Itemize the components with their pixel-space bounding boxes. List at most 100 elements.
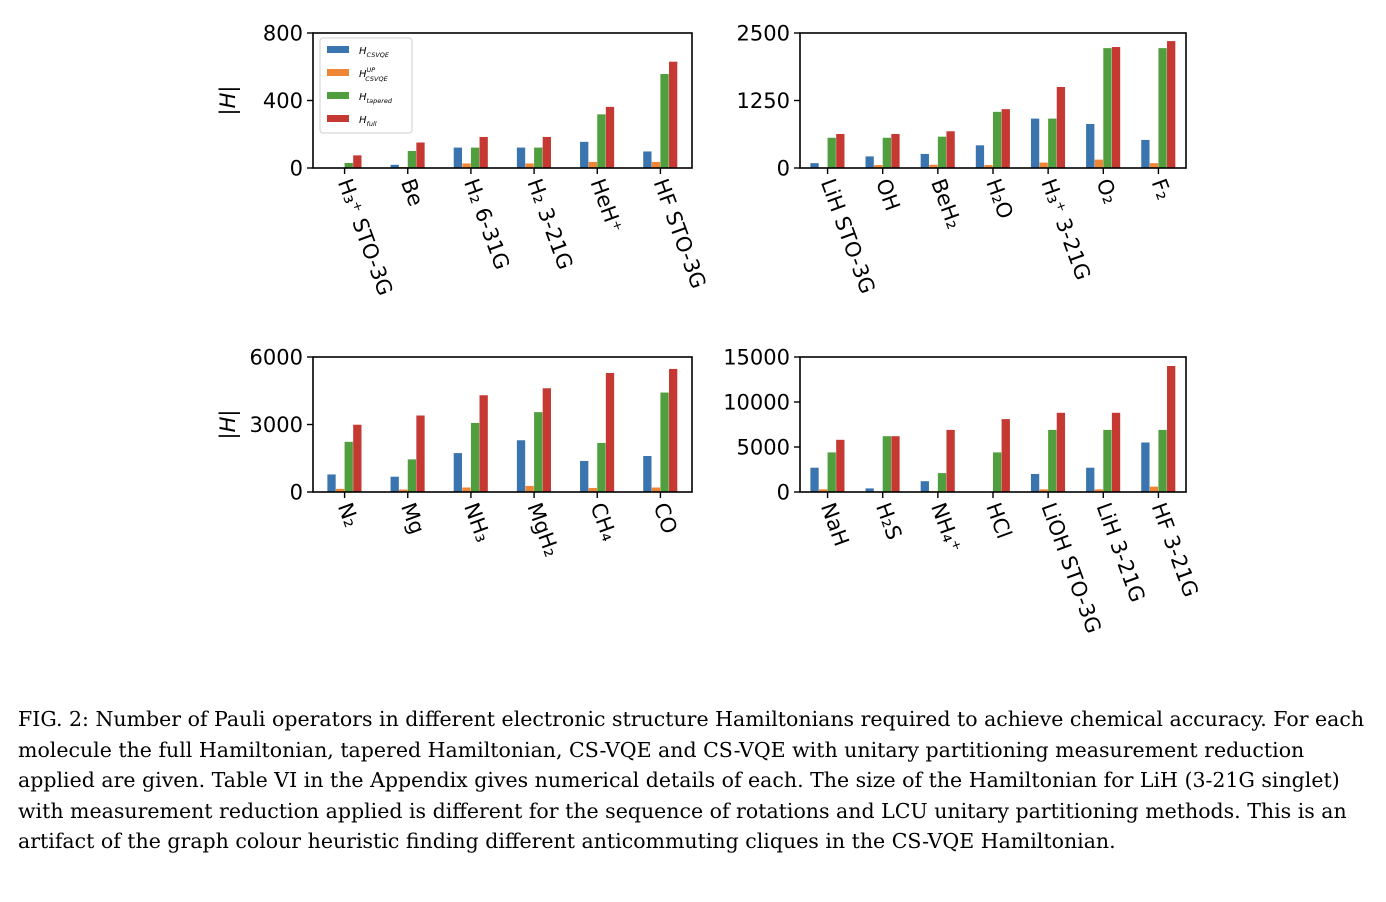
x-tick-label: HeH⁺ [586, 176, 628, 236]
x-tick-label: HF 3-21G [1147, 500, 1203, 601]
bar-csvqe_up [1094, 159, 1103, 168]
bar-tapered [597, 114, 606, 168]
bar-tapered [1048, 429, 1057, 492]
y-axis-label: |H| [216, 86, 241, 116]
legend: HCSVQE HUP CSVQE Htapered Hfull [319, 37, 413, 134]
bar-full [1167, 366, 1176, 492]
bar-csvqe [643, 456, 652, 492]
bar-tapered [407, 150, 417, 168]
x-tick-label: O₂ [1092, 176, 1123, 208]
x-tick-label: CH₄ [586, 500, 622, 545]
x-tick-label: Be [396, 176, 428, 210]
y-tick-label: 0 [290, 157, 303, 181]
bar-full [946, 131, 955, 168]
bar-full [1056, 412, 1066, 492]
bar-csvqe [920, 153, 929, 168]
bar-full [1056, 87, 1066, 168]
bar-full [946, 429, 955, 492]
x-tick-label: NH₄⁺ [926, 500, 966, 556]
x-tick-label: NaH [816, 500, 854, 550]
bar-tapered [937, 136, 947, 168]
bar-full [479, 395, 488, 492]
legend-swatch-full [327, 115, 349, 122]
bar-csvqe_up [462, 163, 471, 168]
bar-tapered [534, 147, 543, 168]
x-tick-label: Mg [396, 500, 429, 538]
bar-csvqe_up [1094, 489, 1103, 492]
bar-csvqe_up [818, 489, 828, 492]
bar-csvqe_up [1039, 489, 1048, 492]
legend-box [319, 37, 413, 134]
bar-full [416, 142, 425, 168]
bar-tapered [1048, 118, 1057, 168]
figure-caption: FIG. 2: Number of Pauli operators in dif… [18, 707, 1365, 853]
bar-tapered [993, 111, 1002, 168]
bar-full [353, 424, 362, 492]
bar-tapered [344, 162, 353, 168]
bar-full [605, 106, 615, 168]
bar-csvqe [516, 147, 526, 168]
bar-full [542, 388, 551, 492]
bar-full [353, 155, 362, 168]
bar-csvqe_up [525, 485, 534, 492]
bar-csvqe_up [335, 488, 345, 492]
bar-tapered [344, 441, 353, 492]
y-tick-label: 15000 [723, 346, 790, 370]
legend-swatch-csvqe_up [327, 69, 349, 76]
bar-csvqe [580, 141, 589, 168]
bar-full [669, 368, 678, 492]
bar-csvqe_up [525, 163, 534, 168]
bar-full [836, 439, 845, 492]
bar-csvqe_up [651, 161, 661, 168]
legend-label-tapered: Htapered [359, 92, 393, 105]
x-tick-label: N₂ [333, 500, 364, 531]
chart-panel-3: 0 3000 6000 N₂ Mg NH₃ MgH₂ CH₄ CO |H| [216, 346, 693, 561]
bar-csvqe [810, 467, 819, 492]
bar-csvqe [975, 145, 985, 168]
bar-csvqe_up [462, 487, 471, 492]
bar-csvqe [1141, 442, 1150, 492]
x-tick-label: LiH STO-3G [816, 176, 880, 297]
bar-full [1001, 109, 1010, 168]
x-tick-label: F₂ [1147, 176, 1177, 203]
x-tick-label: NH₃ [459, 500, 495, 546]
legend-label-csvqe: HCSVQE [359, 46, 390, 59]
bar-csvqe [1030, 118, 1040, 168]
x-tick-label: LiH 3-21G [1092, 500, 1150, 606]
bar-tapered [470, 422, 480, 492]
y-tick-label: 6000 [250, 346, 303, 370]
bar-csvqe [580, 460, 589, 492]
bar-csvqe_up [1149, 486, 1159, 492]
plot-frame [312, 356, 693, 493]
x-tick-label: H₃⁺ 3-21G [1036, 176, 1095, 284]
bar-tapered [882, 436, 892, 492]
bar-csvqe [390, 164, 399, 168]
bar-tapered [407, 459, 417, 493]
bar-csvqe_up [874, 165, 883, 168]
bar-tapered [660, 392, 669, 492]
bar-csvqe_up [399, 489, 408, 492]
bar-csvqe [1030, 474, 1040, 492]
bar-csvqe [327, 474, 336, 492]
legend-swatch-tapered [327, 92, 349, 99]
x-tick-label: LiOH STO-3G [1036, 500, 1105, 637]
x-tick-label: BeH₂ [926, 176, 966, 233]
bar-csvqe [1086, 123, 1095, 168]
y-tick-label: 0 [290, 481, 303, 505]
bar-csvqe_up [588, 161, 597, 168]
bar-csvqe [1086, 467, 1095, 492]
bar-csvqe [1141, 139, 1150, 168]
y-tick-label: 2500 [737, 22, 790, 46]
y-tick-label: 400 [263, 89, 303, 113]
y-tick-label: 800 [263, 22, 303, 46]
bar-csvqe [865, 488, 874, 492]
bar-tapered [470, 147, 480, 168]
bar-tapered [660, 74, 669, 168]
bar-tapered [597, 442, 606, 492]
bar-csvqe_up [1039, 162, 1048, 168]
x-tick-label: HCl [981, 500, 1016, 542]
y-axis-label: |H| [216, 410, 241, 440]
x-tick-label: MgH₂ [522, 500, 564, 561]
